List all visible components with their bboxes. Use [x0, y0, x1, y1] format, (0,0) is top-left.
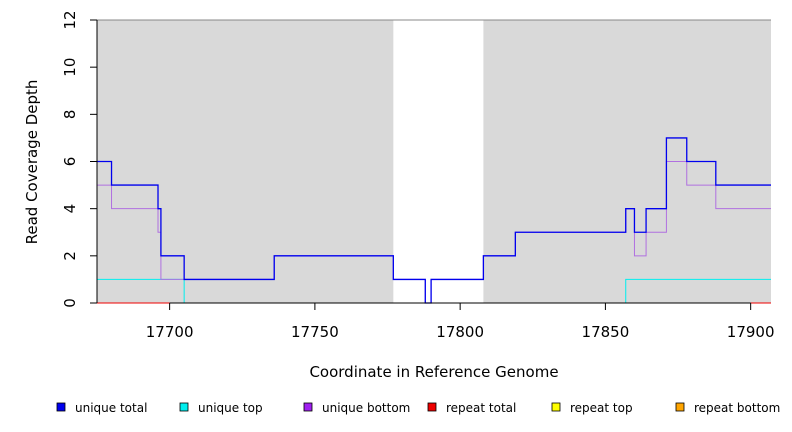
x-tick-label: 17900	[727, 323, 775, 341]
legend-swatch	[303, 402, 313, 412]
legend-label: unique total	[75, 401, 147, 415]
axes-layer: 0 2 4 6 8 10 12 17700 17750 17800 17850 17900	[61, 10, 775, 341]
series-unique-total	[97, 137, 771, 304]
plot-background	[97, 19, 771, 303]
x-tick-label: 17750	[291, 323, 339, 341]
legend-swatch	[675, 402, 685, 412]
y-tick-label: 4	[61, 204, 79, 214]
shaded-region-1	[97, 20, 394, 303]
shaded-region-2	[483, 20, 771, 303]
y-tick-label: 2	[61, 251, 79, 261]
y-tick-label: 6	[61, 157, 79, 167]
legend-swatch	[427, 402, 437, 412]
legend-label: repeat bottom	[694, 401, 780, 415]
x-axis-title: Coordinate in Reference Genome	[309, 363, 558, 381]
legend-label: unique bottom	[322, 401, 410, 415]
x-tick-label: 17850	[582, 323, 630, 341]
x-tick-label: 17700	[146, 323, 194, 341]
legend-swatch	[551, 402, 561, 412]
y-tick-label: 12	[61, 10, 79, 29]
x-tick-label: 17800	[436, 323, 484, 341]
legend: unique total unique top unique bottom repea…	[56, 401, 780, 415]
legend-label: unique top	[198, 401, 263, 415]
legend-label: repeat total	[446, 401, 516, 415]
y-tick-label: 8	[61, 110, 79, 120]
legend-swatch	[179, 402, 189, 412]
legend-label: repeat top	[570, 401, 633, 415]
legend-swatch	[56, 402, 66, 412]
y-tick-label: 0	[61, 298, 79, 308]
y-tick-label: 10	[61, 58, 79, 77]
y-axis-title: Read Coverage Depth	[23, 80, 41, 245]
